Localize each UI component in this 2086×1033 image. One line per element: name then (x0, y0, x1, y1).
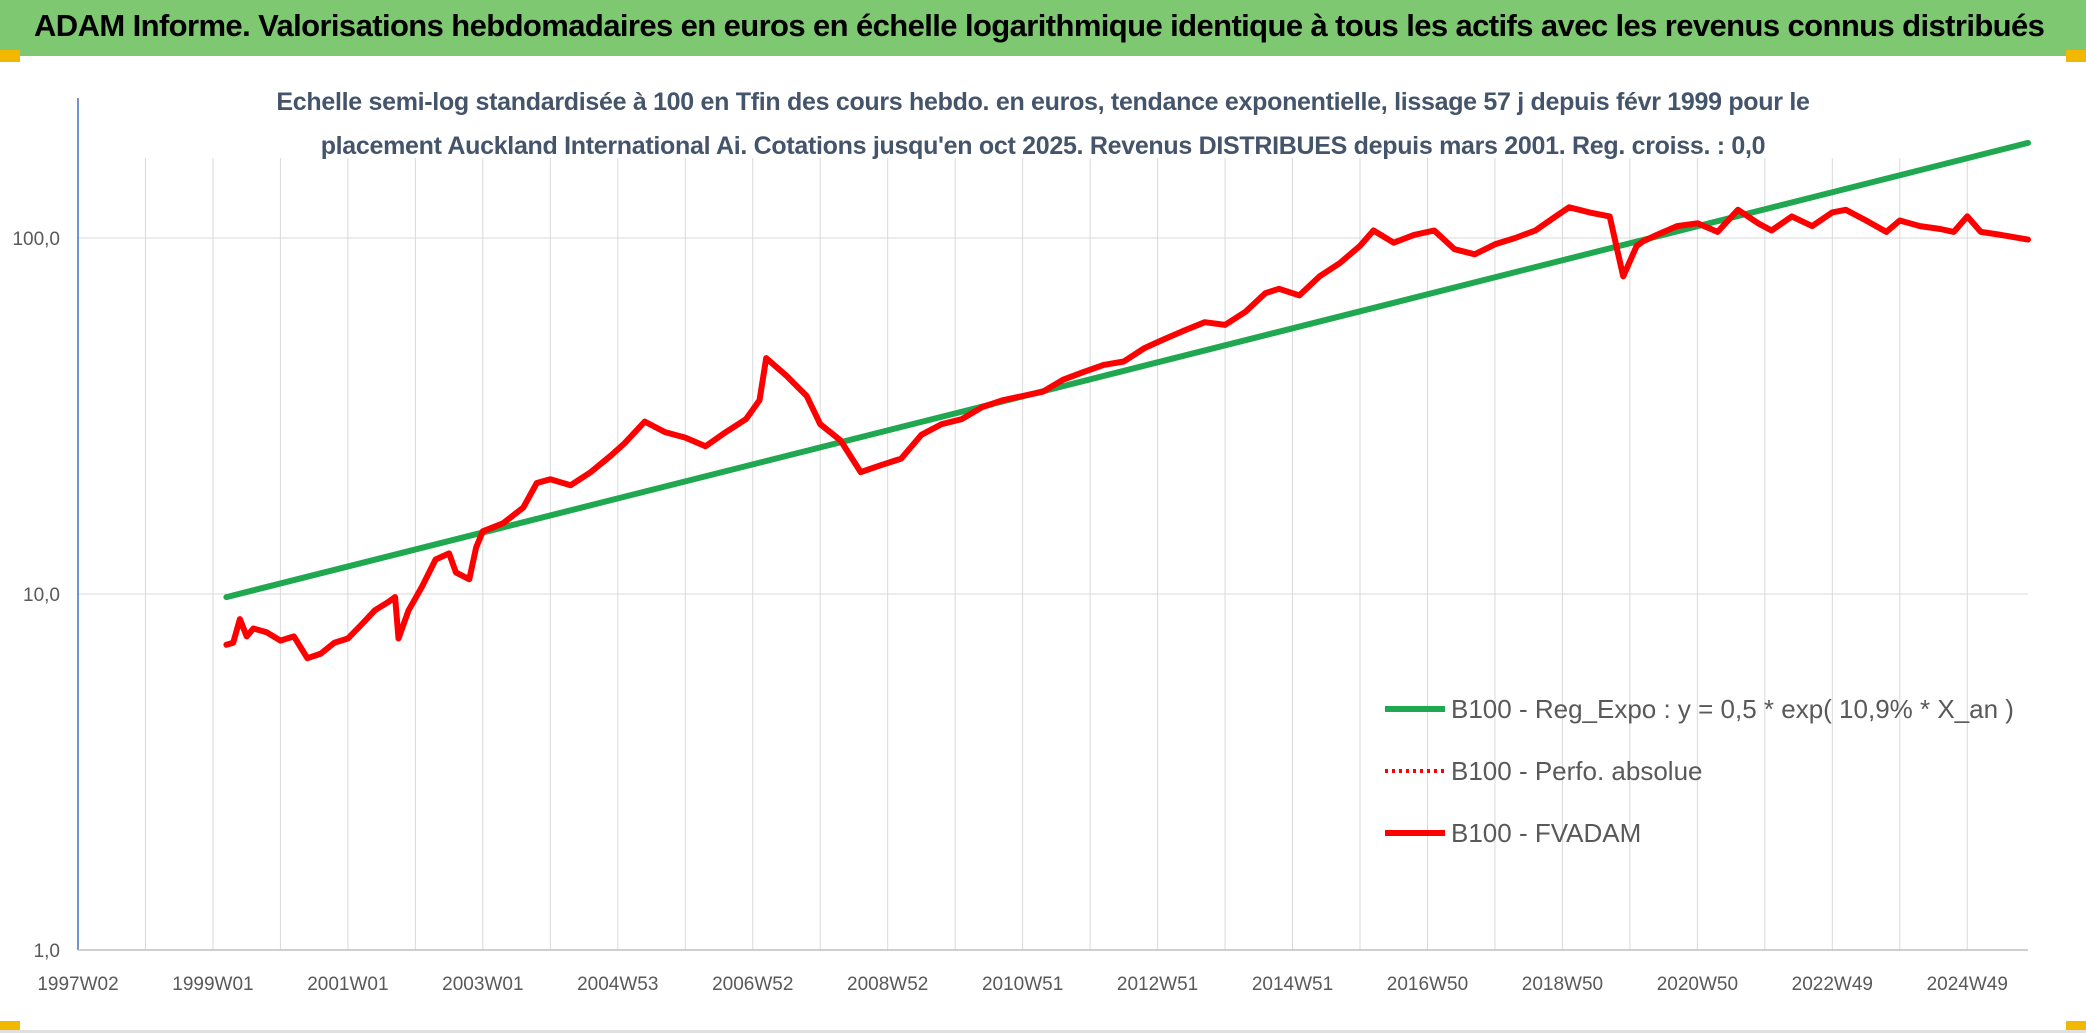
y-tick-label: 1,0 (34, 941, 60, 962)
chart-svg: 1,0 10,0 100,0 1997W02 1999W01 2001W01 2003W01… (12, 98, 2031, 995)
chart-area: Echelle semi-log standardisée à 100 en T… (0, 62, 2086, 1033)
chart-subtitle-line2: placement Auckland International Ai. Cot… (320, 132, 1766, 160)
series-line-2 (223, 204, 2031, 662)
report-title: ADAM Informe. Valorisations hebdomadaire… (34, 8, 2045, 43)
x-tick-label: 2024W49 (1927, 974, 2008, 995)
axis-layer: 1,0 10,0 100,0 1997W02 1999W01 2001W01 2003W01… (12, 98, 2028, 995)
x-tick-label: 2012W51 (1117, 974, 1198, 995)
legend-label-0: B100 - Reg_Expo : y = 0,5 * exp( 10,9% *… (1451, 694, 2014, 724)
corner-accent-top-left (0, 50, 20, 62)
x-tick-label: 2016W50 (1387, 974, 1468, 995)
x-tick-label: 2006W52 (712, 974, 793, 995)
corner-accent-top-right (2066, 50, 2086, 62)
x-tick-label: 2003W01 (442, 974, 523, 995)
x-tick-label: 2004W53 (577, 974, 658, 995)
y-tick-label: 10,0 (23, 585, 60, 606)
y-tick-label: 100,0 (12, 229, 60, 250)
x-tick-label: 2022W49 (1792, 974, 1873, 995)
x-tick-label: 2001W01 (307, 974, 388, 995)
legend: B100 - Reg_Expo : y = 0,5 * exp( 10,9% *… (1385, 694, 2014, 848)
x-tick-label: 2010W51 (982, 974, 1063, 995)
grid-layer (77, 158, 2028, 951)
legend-label-1: B100 - Perfo. absolue (1451, 756, 1703, 786)
x-tick-label: 2020W50 (1657, 974, 1738, 995)
x-tick-label: 2018W50 (1522, 974, 1603, 995)
series-layer (223, 139, 2031, 662)
x-tick-label: 2008W52 (847, 974, 928, 995)
report-header: ADAM Informe. Valorisations hebdomadaire… (0, 0, 2086, 56)
x-tick-label: 1999W01 (172, 974, 253, 995)
legend-label-2: B100 - FVADAM (1451, 818, 1641, 848)
x-tick-label: 2014W51 (1252, 974, 1333, 995)
chart-subtitle-line1: Echelle semi-log standardisée à 100 en T… (276, 88, 1810, 116)
x-tick-label: 1997W02 (37, 974, 118, 995)
bottom-border (0, 1030, 2086, 1033)
